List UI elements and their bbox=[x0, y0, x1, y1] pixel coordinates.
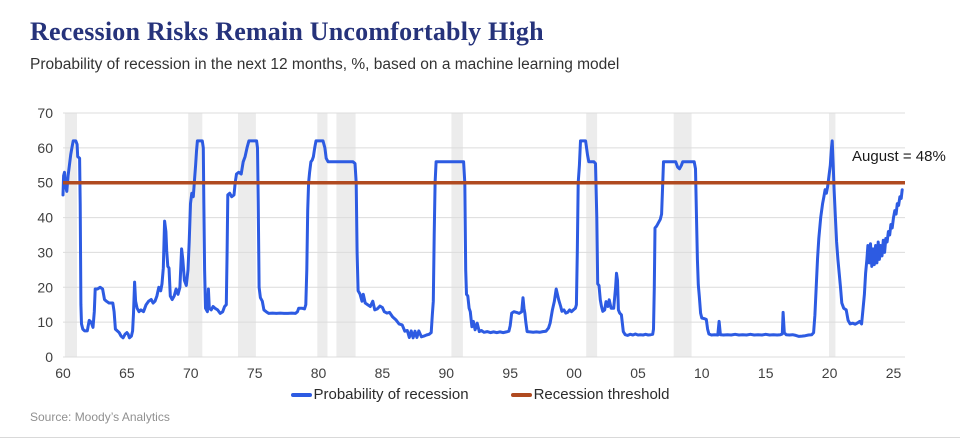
recession-band bbox=[336, 113, 356, 357]
x-tick-label: 05 bbox=[630, 365, 646, 381]
legend-label-probability: Probability of recession bbox=[313, 386, 469, 403]
source-note: Source: Moody’s Analytics bbox=[30, 410, 170, 424]
x-tick-label: 15 bbox=[758, 365, 774, 381]
threshold-line-swatch bbox=[510, 392, 532, 397]
legend-item-probability: Probability of recession bbox=[290, 386, 469, 403]
recession-band bbox=[451, 113, 463, 357]
recession-band bbox=[317, 113, 328, 357]
y-tick-label: 70 bbox=[37, 105, 53, 121]
y-tick-label: 60 bbox=[37, 140, 53, 156]
y-tick-label: 40 bbox=[37, 210, 53, 226]
y-tick-label: 0 bbox=[45, 349, 53, 365]
page-title: Recession Risks Remain Uncomfortably Hig… bbox=[30, 17, 544, 46]
x-tick-label: 10 bbox=[694, 365, 710, 381]
x-tick-label: 20 bbox=[822, 365, 838, 381]
y-tick-label: 50 bbox=[37, 175, 53, 191]
probability-line-swatch bbox=[290, 392, 312, 397]
legend-item-threshold: Recession threshold bbox=[510, 386, 670, 403]
bottom-divider bbox=[0, 437, 960, 438]
legend: Probability of recession Recession thres… bbox=[0, 386, 960, 403]
y-tick-label: 30 bbox=[37, 244, 53, 260]
probability-line bbox=[61, 139, 904, 340]
x-tick-label: 95 bbox=[502, 365, 518, 381]
x-tick-label: 75 bbox=[247, 365, 263, 381]
x-tick-label: 70 bbox=[183, 365, 199, 381]
x-tick-label: 25 bbox=[886, 365, 902, 381]
recession-probability-chart: 0 10 20 30 40 50 60 70 60 65 70 75 80 85 90 95 00 05 10 15 2… bbox=[37, 105, 905, 381]
recession-band bbox=[188, 113, 203, 357]
x-tick-label: 60 bbox=[55, 365, 71, 381]
recession-band bbox=[586, 113, 598, 357]
x-tick-label: 90 bbox=[439, 365, 455, 381]
y-tick-label: 20 bbox=[37, 279, 53, 295]
recession-band bbox=[673, 113, 692, 357]
x-tick-label: 85 bbox=[375, 365, 391, 381]
page-subtitle: Probability of recession in the next 12 … bbox=[30, 56, 620, 73]
legend-label-threshold: Recession threshold bbox=[533, 386, 670, 403]
august-value-annotation: August = 48% bbox=[852, 148, 946, 165]
x-tick-label: 00 bbox=[566, 365, 582, 381]
x-tick-label: 65 bbox=[119, 365, 135, 381]
x-tick-label: 80 bbox=[311, 365, 327, 381]
y-tick-label: 10 bbox=[37, 314, 53, 330]
recession-band bbox=[829, 113, 836, 357]
